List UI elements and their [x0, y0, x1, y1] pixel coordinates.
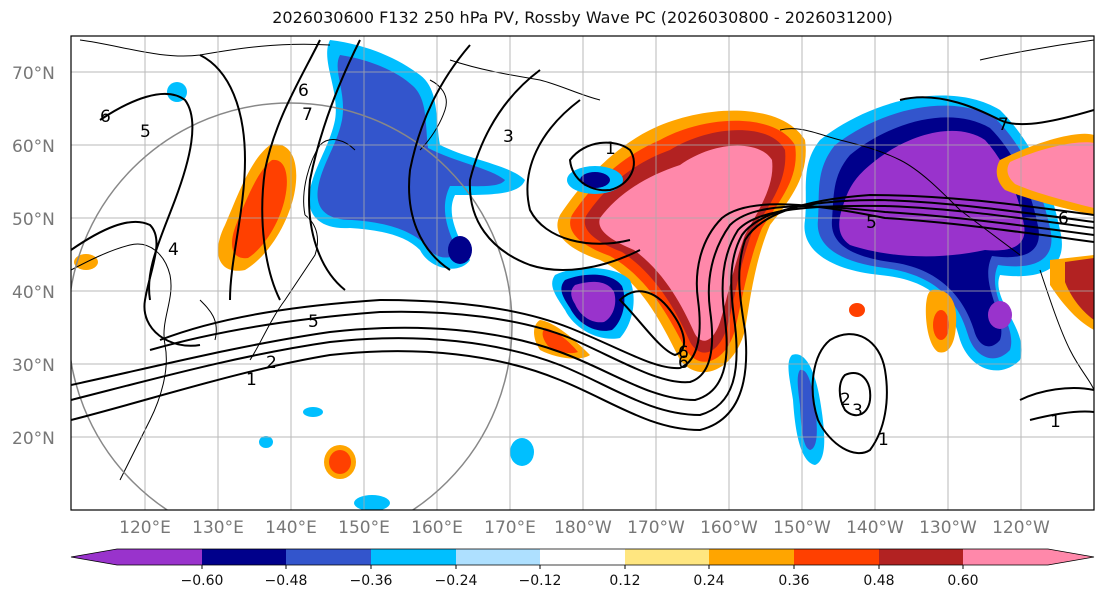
lat-label: 60°N: [12, 137, 55, 157]
lat-label: 40°N: [12, 283, 55, 303]
reference-circle: [71, 102, 513, 510]
lat-label: 70°N: [12, 64, 55, 84]
latitude-labels: 70°N 60°N 50°N 40°N 30°N 20°N: [12, 64, 55, 449]
colorbar-ticks: −0.60 −0.48 −0.36 −0.24 −0.12 0.12 0.24 0.36 0.4…: [181, 565, 979, 589]
contour-label: 5: [866, 213, 877, 233]
contour-labels: 6 5 4 7 6 3 1 1 2 5 6 6 5 7 6 3 2 1 1: [100, 81, 1069, 450]
lon-label: 140°E: [265, 518, 317, 538]
contour-label: 1: [605, 139, 616, 159]
colorbar-segment: [879, 549, 963, 565]
colorbar-tick-label: 0.48: [863, 573, 894, 589]
lon-label: 170°E: [484, 518, 536, 538]
lon-label: 140°W: [846, 518, 904, 538]
contour-label: 5: [308, 312, 319, 332]
lat-label: 50°N: [12, 210, 55, 230]
contour-label: 7: [302, 105, 313, 125]
colorbar-tick-label: 0.60: [947, 573, 978, 589]
coastlines: [71, 39, 1094, 481]
contour-label: 6: [678, 343, 689, 363]
lon-label: 130°E: [192, 518, 244, 538]
colorbar-tick-label: −0.48: [265, 573, 308, 589]
contour-label: 1: [246, 370, 257, 390]
contour-label: 7: [998, 115, 1009, 135]
gridlines: [71, 36, 1094, 510]
lon-label: 150°W: [773, 518, 831, 538]
contour-label: 3: [503, 127, 514, 147]
lon-label: 160°E: [411, 518, 463, 538]
contour-label: 6: [298, 81, 309, 101]
contour-label: 5: [140, 122, 151, 142]
colorbar-segment: [794, 549, 879, 565]
colorbar-segment: [202, 549, 286, 565]
contour-label: 1: [878, 430, 889, 450]
contour-label: 6: [678, 353, 689, 373]
lat-label: 30°N: [12, 356, 55, 376]
colorbar-tick-label: 0.24: [693, 573, 724, 589]
contour-label: 4: [168, 240, 179, 260]
colorbar-tick-label: −0.60: [181, 573, 224, 589]
colorbar-outline: [70, 548, 1095, 566]
contour-label: 3: [852, 401, 863, 421]
colorbar-segment: [709, 549, 794, 565]
lon-label: 170°W: [627, 518, 685, 538]
contour-label: 1: [1050, 412, 1061, 432]
colorbar-segment: [371, 549, 456, 565]
colorbar-tick-label: −0.24: [435, 573, 478, 589]
lon-label: 180°W: [554, 518, 612, 538]
map-border: [70, 35, 1095, 511]
contour-label: 6: [100, 107, 111, 127]
lon-label: 120°W: [992, 518, 1050, 538]
colorbar-tick-label: 0.12: [609, 573, 640, 589]
colorbar-segment: [71, 549, 202, 565]
colorbar-segment: [286, 549, 371, 565]
contour-label: 2: [840, 390, 851, 410]
pv-negative-trough-east: [804, 95, 1062, 371]
colorbar-segment: [963, 549, 1094, 565]
lon-label: 150°E: [338, 518, 390, 538]
contour-label: 2: [266, 353, 277, 373]
pv-contours: [71, 39, 1094, 455]
lon-label: 160°W: [700, 518, 758, 538]
colorbar: [70, 548, 1095, 566]
colorbar-segment: [456, 549, 540, 565]
colorbar-segment: [625, 549, 709, 565]
lon-label: 120°E: [119, 518, 171, 538]
contour-label: 6: [1058, 209, 1069, 229]
colorbar-segment: [540, 549, 625, 565]
colorbar-tick-label: −0.36: [350, 573, 393, 589]
colorbar-tick-label: 0.36: [778, 573, 809, 589]
map-content: 6 5 4 7 6 3 1 1 2 5 6 6 5 7 6 3 2 1 1: [71, 36, 1094, 510]
lon-label: 130°W: [919, 518, 977, 538]
lat-label: 20°N: [12, 429, 55, 449]
map-title: 2026030600 F132 250 hPa PV, Rossby Wave …: [272, 8, 893, 27]
colorbar-tick-label: −0.12: [519, 573, 562, 589]
longitude-labels: 120°E 130°E 140°E 150°E 160°E 170°E 180°…: [119, 518, 1050, 538]
